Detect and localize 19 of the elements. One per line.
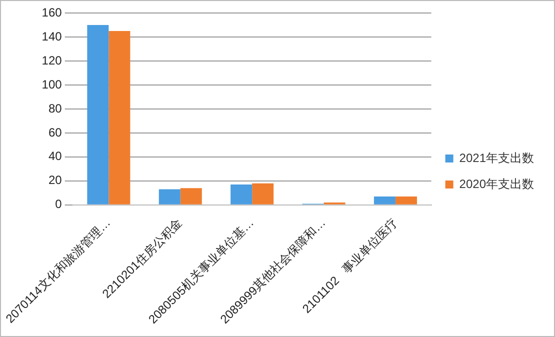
y-tick-label: 120 <box>42 53 62 68</box>
y-tick-label: 80 <box>48 101 62 116</box>
bar <box>230 184 252 204</box>
y-tick-label: 60 <box>48 125 62 140</box>
bar <box>158 189 180 204</box>
y-tick-label: 140 <box>42 29 62 44</box>
bar <box>180 188 202 204</box>
y-tick-label: 100 <box>42 77 62 92</box>
bar <box>374 196 396 204</box>
y-tick-label: 160 <box>42 5 62 20</box>
bar <box>108 30 130 204</box>
bar <box>395 196 417 204</box>
bar <box>87 24 109 204</box>
y-tick-label: 20 <box>48 173 62 188</box>
legend-label: 2020年支出数 <box>459 176 534 191</box>
y-tick-label: 0 <box>55 197 62 212</box>
legend-label: 2021年支出数 <box>459 150 534 165</box>
y-tick-label: 40 <box>48 149 62 164</box>
bar <box>252 183 274 204</box>
